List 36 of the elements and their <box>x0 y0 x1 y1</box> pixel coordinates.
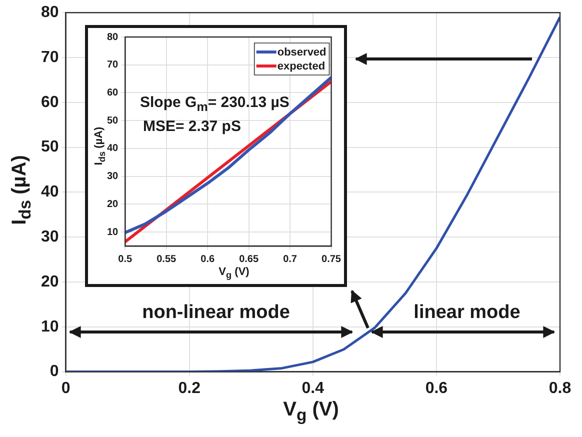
y-tick-label: 60 <box>41 94 59 111</box>
x-tick-label: 0.7 <box>283 254 298 265</box>
x-axis-title: V$_{g}$ (V) <box>283 398 339 426</box>
y-tick-label: 10 <box>107 226 119 238</box>
y-tick-label: 20 <box>107 198 119 210</box>
annotation: linear mode <box>414 302 520 324</box>
y-tick-label: 30 <box>41 228 59 246</box>
x-tick-label: 0.6 <box>425 380 448 397</box>
y-tick-label: 50 <box>41 138 59 156</box>
y-tick-label: 30 <box>107 171 119 182</box>
y-tick-label: 80 <box>107 32 119 43</box>
y-tick-label: 0 <box>50 363 59 380</box>
y-tick-label: 20 <box>41 273 59 290</box>
x-tick-label: 0 <box>61 380 70 397</box>
y-tick-label: 80 <box>41 4 59 22</box>
y-tick-label: 60 <box>107 87 119 98</box>
y-tick-label: 10 <box>41 318 59 336</box>
y-tick-label: 40 <box>41 184 59 201</box>
x-tick-label: 0.65 <box>239 254 259 265</box>
legend-label: expected <box>277 60 326 73</box>
x-tick-label: 0.75 <box>322 254 342 265</box>
annotation: Slope G$_{m}$= 230.13 µS <box>140 94 290 114</box>
x-tick-label: 0.6 <box>200 254 215 265</box>
y-tick-label: 40 <box>107 143 119 154</box>
x-tick-label: 0.4 <box>302 380 324 397</box>
y-tick-label: 70 <box>41 48 59 66</box>
x-tick-label: 0.8 <box>548 380 572 397</box>
legend-label: observed <box>277 46 326 59</box>
x-tick-label: 0.55 <box>156 254 177 265</box>
x-axis-title: V$_{g}$ (V) <box>218 266 250 280</box>
x-tick-label: 0.2 <box>178 380 201 397</box>
y-tick-label: 50 <box>107 115 119 126</box>
y-tick-label: 70 <box>107 60 119 71</box>
annotation: non-linear mode <box>142 302 290 324</box>
x-tick-label: 0.5 <box>118 254 133 265</box>
annotation: MSE= 2.37 pS <box>143 118 241 135</box>
